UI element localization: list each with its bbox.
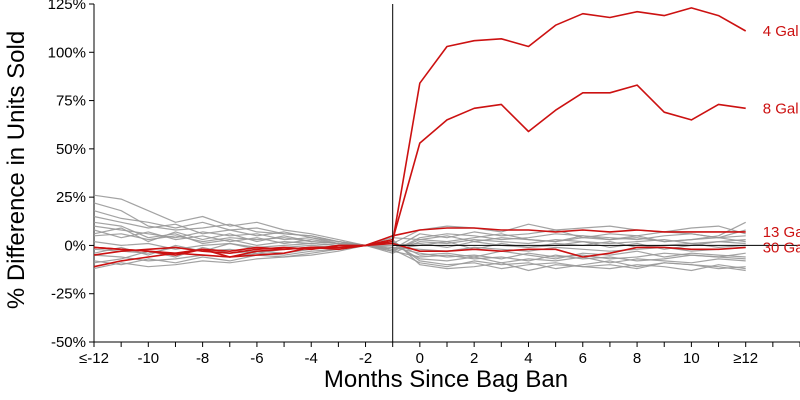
x-tick-label: 4 [524,350,532,367]
background-series-line [93,225,746,262]
x-tick-label: -6 [250,350,263,367]
series-line-13-gal [93,227,746,268]
x-tick-label: 8 [633,350,641,367]
series-label: 13 Gal [763,224,800,241]
background-series-line [93,241,746,252]
background-series-line [93,202,746,272]
background-series-line [93,227,746,252]
x-tick-label: 0 [416,350,424,367]
y-tick-label: 125% [48,0,86,13]
x-axis-title: Months Since Bag Ban [324,366,568,393]
x-tick-label: -8 [196,350,209,367]
series-label: 30 Gal [763,239,800,256]
background-series-line [93,244,746,270]
x-tick-label: ≤-12 [79,350,109,367]
legend-labels: 4 Gal 8 Gal 13 Gal30 Gal [763,23,800,256]
background-series-line [93,233,746,254]
x-tick-label: 2 [470,350,478,367]
highlight-series [93,7,747,268]
y-tick-label: 75% [56,93,86,110]
y-axis: -50% -25% 0% 25% 50% 75% 100% 125% [48,0,94,351]
y-tick-label: 25% [56,189,86,206]
y-axis-title: % Difference in Units Sold [3,31,30,309]
plot-frame [93,4,800,343]
series-label: 4 Gal [763,23,799,40]
x-tick-label: -4 [305,350,318,367]
series-line-4-gal [93,7,747,254]
background-series-line [93,229,746,272]
y-tick-label: 50% [56,141,86,158]
x-tick-label: -2 [359,350,372,367]
series-line-30-gal [93,242,746,258]
y-tick-label: -25% [51,286,86,303]
series-label: 8 Gal [763,100,799,117]
reference-lines [392,4,800,342]
x-tick-label: 6 [579,350,587,367]
x-tick-label: ≥12 [733,350,758,367]
y-tick-label: 100% [48,44,86,61]
background-series-line [93,215,746,250]
background-series-line [93,242,746,264]
series-line-8-gal [93,84,746,256]
y-tick-label: 0% [64,237,86,254]
x-tick-label: 10 [683,350,700,367]
background-series [93,194,746,272]
x-axis: ≤-12 -10 -8 -6 -4 -2 0 2 4 6 8 10 ≥12 [79,342,800,367]
x-tick-label: -10 [137,350,159,367]
y-tick-label: -50% [51,334,86,351]
